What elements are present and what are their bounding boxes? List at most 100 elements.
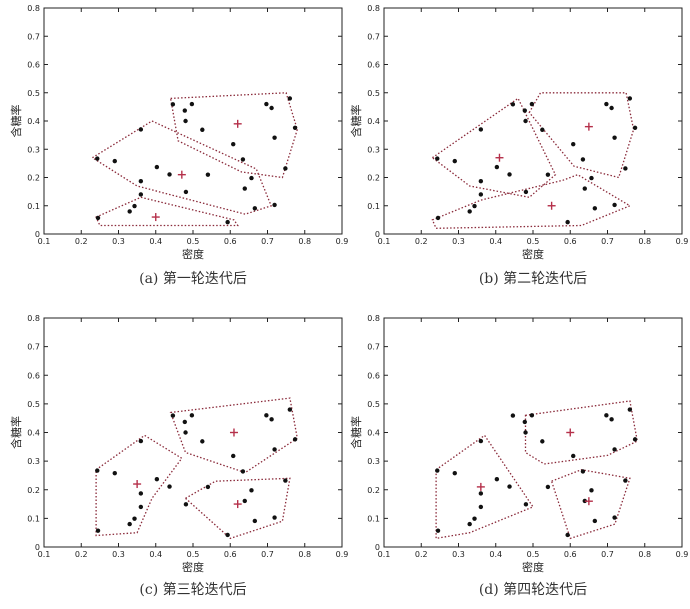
data-point xyxy=(623,478,628,483)
y-tick-label: 0.8 xyxy=(27,4,40,13)
data-point xyxy=(154,164,160,170)
data-point xyxy=(435,215,441,221)
data-point xyxy=(592,206,598,211)
x-tick-label: 0.4 xyxy=(489,550,502,559)
plot-frame xyxy=(43,7,343,235)
panel-caption: (c) 第三轮迭代后 xyxy=(139,581,246,598)
data-point xyxy=(225,219,230,225)
x-tick-label: 0.3 xyxy=(112,550,125,559)
x-tick-label: 0.6 xyxy=(564,550,577,559)
data-point xyxy=(292,125,298,130)
data-point xyxy=(523,430,528,435)
y-axis-title: 含糖率 xyxy=(9,105,23,138)
y-tick-label: 0.7 xyxy=(367,32,380,41)
data-point xyxy=(529,101,535,107)
y-tick-label: 0.5 xyxy=(367,89,380,98)
data-point xyxy=(182,108,188,113)
y-tick-label: 0.2 xyxy=(27,174,40,183)
data-point xyxy=(472,203,477,209)
data-point xyxy=(138,504,144,510)
data-point xyxy=(580,157,586,162)
data-point xyxy=(623,166,628,171)
chart-panel-3: 0.1 0.2 0.3 0.4 0.5 0.6 0.7 0.8 0.900.10.20.30.4… xyxy=(9,314,348,598)
data-point xyxy=(200,439,205,444)
plot-frame xyxy=(383,7,683,235)
data-point xyxy=(249,175,254,181)
data-point xyxy=(240,469,246,474)
y-tick-label: 0.3 xyxy=(27,457,40,466)
data-point xyxy=(138,192,144,197)
data-point xyxy=(170,102,176,107)
data-point xyxy=(522,108,528,113)
chart-panel-2: 0.1 0.2 0.3 0.4 0.5 0.6 0.7 0.8 0.900.10.20.30.4… xyxy=(349,4,688,287)
x-tick-label: 0.5 xyxy=(527,550,540,559)
centroid-marker xyxy=(566,428,575,437)
data-point xyxy=(467,209,472,214)
centroid-marker xyxy=(495,153,504,162)
data-point xyxy=(529,413,535,418)
data-point xyxy=(132,203,137,209)
data-point xyxy=(252,206,258,211)
data-point xyxy=(507,172,512,177)
data-point xyxy=(252,518,258,524)
data-point xyxy=(478,438,484,444)
y-tick-label: 0 xyxy=(375,543,380,552)
data-point xyxy=(609,417,614,422)
centroid-marker xyxy=(233,500,242,509)
data-point xyxy=(632,125,638,130)
x-tick-label: 0.9 xyxy=(336,550,349,559)
data-point xyxy=(264,101,269,107)
cluster-boundary-1 xyxy=(95,434,183,537)
data-point xyxy=(249,488,254,493)
x-tick-label: 0.2 xyxy=(415,550,428,559)
y-tick-label: 0.6 xyxy=(27,371,40,380)
y-tick-label: 0.1 xyxy=(27,514,40,523)
centroid-marker xyxy=(584,497,593,506)
data-point xyxy=(287,407,293,412)
y-tick-label: 0.5 xyxy=(367,400,380,409)
y-tick-label: 0.6 xyxy=(367,61,380,70)
x-tick-label: 0.9 xyxy=(676,237,689,246)
x-tick-label: 0.8 xyxy=(298,550,311,559)
y-tick-label: 0.4 xyxy=(27,429,40,438)
y-tick-label: 0.4 xyxy=(367,117,380,126)
x-tick-label: 0.4 xyxy=(489,237,502,246)
data-point xyxy=(272,202,277,208)
data-point xyxy=(138,178,144,184)
data-point xyxy=(205,484,211,490)
y-tick-label: 0.2 xyxy=(367,486,380,495)
panel-caption: (a) 第一轮迭代后 xyxy=(139,270,247,287)
data-point xyxy=(182,419,188,425)
data-point xyxy=(138,438,144,444)
data-point xyxy=(138,127,144,132)
data-point xyxy=(571,141,576,147)
data-point xyxy=(127,521,132,527)
data-point xyxy=(478,178,484,184)
data-point xyxy=(540,127,545,132)
y-tick-label: 0.1 xyxy=(27,202,40,211)
data-point xyxy=(189,101,195,107)
x-tick-label: 0.6 xyxy=(564,237,577,246)
data-point xyxy=(167,172,172,177)
data-point xyxy=(612,447,617,452)
data-point xyxy=(264,413,269,418)
data-point xyxy=(478,504,484,510)
x-tick-label: 0.7 xyxy=(601,550,614,559)
data-point xyxy=(205,172,211,177)
x-axis-title: 密度 xyxy=(522,247,544,261)
y-tick-label: 0.8 xyxy=(367,314,380,323)
y-tick-label: 0.6 xyxy=(367,371,380,380)
data-point xyxy=(478,491,484,496)
data-point xyxy=(604,101,609,107)
data-point xyxy=(523,189,529,195)
x-tick-label: 0.7 xyxy=(261,550,274,559)
y-tick-label: 0.3 xyxy=(367,145,380,154)
data-point xyxy=(95,156,100,161)
data-point xyxy=(127,209,132,214)
data-point xyxy=(510,102,516,107)
plot-frame xyxy=(383,317,683,548)
x-tick-label: 0.1 xyxy=(38,550,51,559)
x-tick-label: 0.4 xyxy=(149,550,162,559)
plot-frame xyxy=(43,317,343,548)
data-point xyxy=(95,528,101,533)
